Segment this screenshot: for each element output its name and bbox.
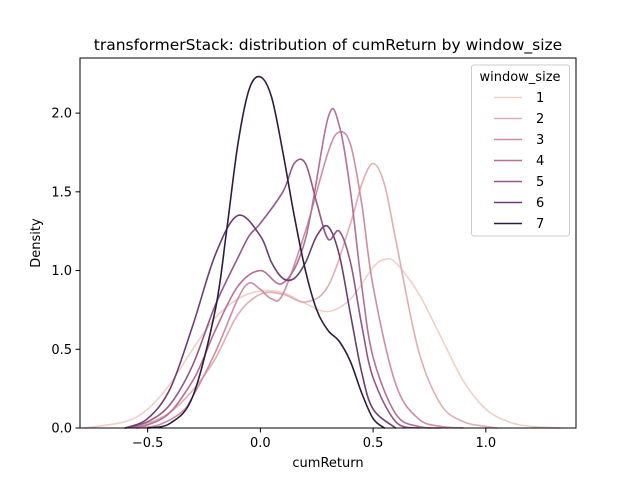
legend-items: 1 2 3 4 5 6 7 [494,91,544,232]
y-axis: 0.0 0.5 1.0 1.5 2.0 [51,107,80,437]
y-axis-label: Density [29,218,44,268]
chart-title: transformerStack: distribution of cumRet… [94,36,562,55]
kde-curve-window-7 [146,75,386,429]
legend: window_size 1 2 3 4 5 6 7 [471,64,570,237]
x-axis: −0.5 0.0 0.5 1.0 [132,428,496,451]
y-tick-label: 1.5 [51,185,72,200]
x-tick-label: 1.0 [475,436,496,451]
kde-curve-window-1 [83,257,562,429]
kde-curve-window-3 [135,130,465,429]
legend-label-window-2: 2 [536,112,544,127]
plot-area [83,75,562,429]
x-tick-label: 0.5 [363,436,384,451]
legend-label-window-7: 7 [536,217,544,232]
kde-curve-window-4 [124,107,442,429]
x-tick-label: 0.0 [250,436,271,451]
axes-frame [79,57,577,429]
legend-label-window-6: 6 [536,196,544,211]
y-tick-label: 0.5 [51,343,72,358]
legend-label-window-1: 1 [536,91,544,106]
legend-frame [471,64,570,237]
y-tick-label: 0.0 [51,422,72,437]
y-tick-label: 2.0 [51,107,72,122]
legend-label-window-3: 3 [536,133,544,148]
x-tick-label: −0.5 [132,436,164,451]
legend-label-window-5: 5 [536,175,544,190]
kde-curve-window-5 [124,158,419,429]
legend-title: window_size [479,70,560,85]
x-axis-label: cumReturn [292,456,363,471]
y-tick-label: 1.0 [51,264,72,279]
kde-curve-window-6 [124,214,397,429]
legend-label-window-4: 4 [536,154,544,169]
